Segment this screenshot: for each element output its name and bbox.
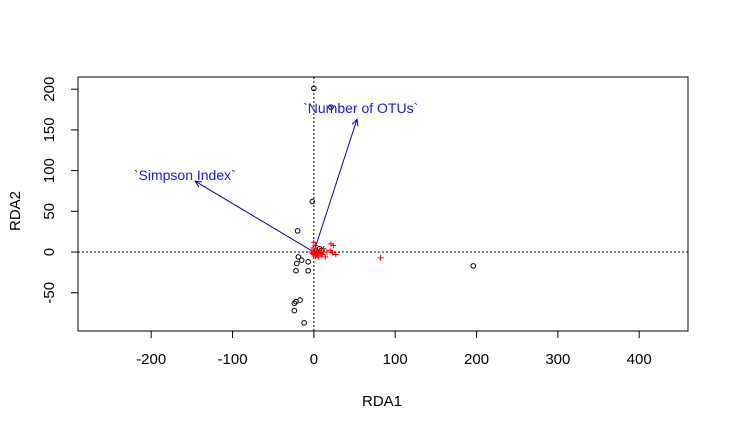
species-points bbox=[308, 239, 384, 261]
site-point bbox=[305, 259, 311, 265]
y-axis: -50 0 50 100 150 200 bbox=[41, 77, 79, 304]
site-point bbox=[311, 85, 317, 92]
site-point bbox=[293, 260, 300, 267]
species-point bbox=[327, 247, 333, 254]
x-tick-label: -200 bbox=[136, 351, 166, 368]
species-point bbox=[320, 245, 327, 252]
biplot-arrows bbox=[194, 118, 359, 253]
species-point bbox=[318, 250, 324, 257]
site-point bbox=[293, 298, 299, 305]
site-point bbox=[293, 267, 299, 274]
x-tick-label: 100 bbox=[383, 351, 408, 368]
species-point bbox=[312, 242, 319, 249]
y-tick-label: 0 bbox=[41, 248, 58, 256]
biplot-arrow-head bbox=[351, 118, 359, 127]
species-point bbox=[310, 245, 316, 251]
biplot-arrow-line bbox=[313, 119, 358, 253]
x-tick-label: 400 bbox=[627, 351, 652, 368]
species-point bbox=[315, 254, 322, 260]
species-point bbox=[319, 251, 325, 258]
species-point bbox=[313, 250, 320, 256]
species-point bbox=[311, 239, 317, 246]
biplot-arrow-labels: `Number of OTUs` `Simpson Index` bbox=[134, 100, 418, 183]
site-point bbox=[291, 300, 298, 307]
species-point bbox=[308, 249, 315, 255]
x-tick-label: -100 bbox=[218, 351, 248, 368]
species-point bbox=[329, 250, 336, 256]
site-point bbox=[328, 104, 334, 110]
y-tick-label: 50 bbox=[41, 203, 58, 220]
site-point bbox=[305, 267, 311, 274]
site-points bbox=[291, 85, 477, 326]
biplot-arrow-line bbox=[194, 180, 315, 253]
species-point bbox=[377, 254, 384, 261]
x-axis: -200 -100 0 100 200 300 400 bbox=[136, 330, 652, 368]
reference-lines bbox=[78, 77, 688, 331]
species-point bbox=[333, 251, 339, 258]
species-point bbox=[322, 254, 329, 260]
x-axis-label: RDA1 bbox=[362, 393, 402, 410]
species-point bbox=[330, 242, 337, 249]
site-point bbox=[470, 263, 477, 269]
biplot-arrow-label: `Number of OTUs` bbox=[303, 100, 418, 116]
biplot-arrow-label: `Simpson Index` bbox=[134, 167, 236, 183]
site-point bbox=[301, 320, 307, 326]
x-tick-label: 300 bbox=[545, 351, 570, 368]
y-tick-label: 150 bbox=[41, 117, 58, 142]
site-point bbox=[294, 228, 301, 234]
x-tick-label: 0 bbox=[310, 351, 318, 368]
species-point bbox=[324, 249, 330, 255]
site-point bbox=[298, 257, 305, 263]
site-point bbox=[295, 254, 302, 260]
species-point bbox=[316, 247, 323, 254]
y-axis-label: RDA2 bbox=[7, 191, 24, 231]
y-tick-label: 200 bbox=[41, 77, 58, 102]
y-tick-label: -50 bbox=[41, 282, 58, 304]
species-point bbox=[312, 253, 319, 259]
site-point bbox=[309, 198, 316, 205]
x-tick-label: 200 bbox=[464, 351, 489, 368]
site-point bbox=[291, 307, 298, 314]
y-tick-label: 100 bbox=[41, 158, 58, 183]
biplot-arrow-head bbox=[194, 180, 203, 188]
